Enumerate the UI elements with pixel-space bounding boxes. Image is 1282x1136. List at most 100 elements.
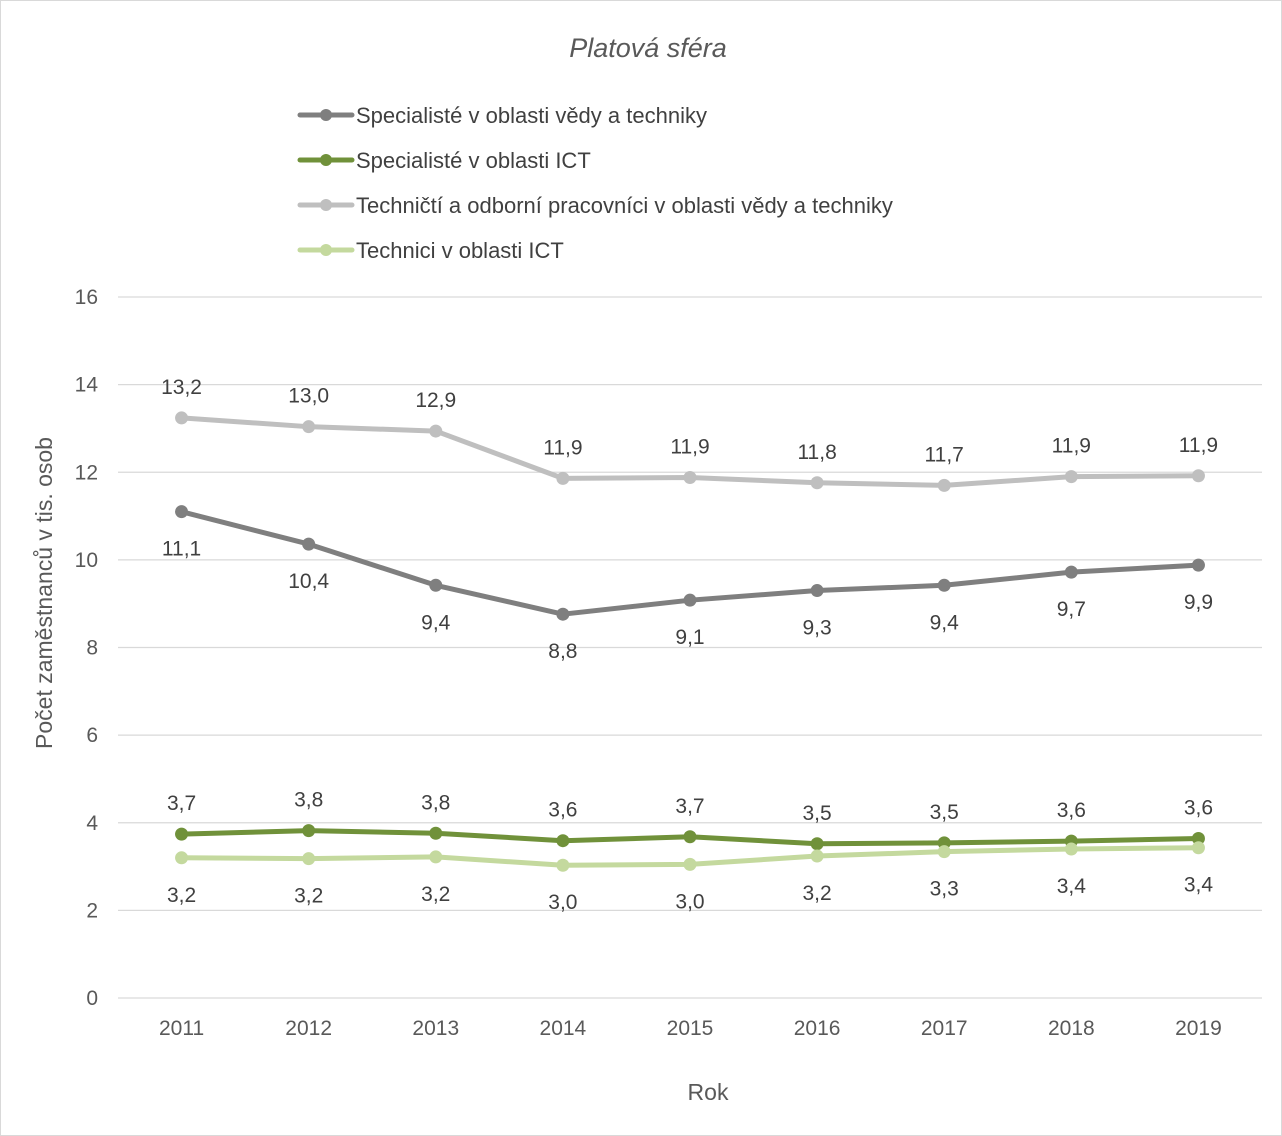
data-point: [556, 834, 570, 848]
data-point: [175, 505, 189, 519]
y-tick-label: 2: [86, 899, 98, 922]
y-tick-label: 12: [75, 461, 98, 484]
data-label: 8,8: [548, 640, 577, 663]
data-point: [175, 827, 189, 841]
x-tick-label: 2013: [412, 1017, 459, 1040]
legend-swatch-marker: [320, 244, 332, 256]
data-label: 9,4: [930, 611, 960, 634]
data-labels: 11,1 10,4 9,4 8,8 9,1 9,3 9,4 9,7 9,9 3,7 3,8 3,8 3,…: [161, 376, 1218, 914]
data-point: [429, 578, 443, 592]
data-point: [1191, 841, 1205, 855]
data-label: 3,6: [548, 799, 577, 822]
data-label: 3,4: [1057, 875, 1087, 898]
data-label: 11,7: [925, 443, 964, 466]
data-label: 3,0: [548, 891, 577, 914]
y-tick-label: 8: [86, 637, 98, 660]
data-point: [683, 471, 697, 485]
data-label: 3,6: [1184, 797, 1213, 820]
data-point: [1191, 832, 1205, 846]
series-2: [175, 824, 1205, 851]
data-point: [937, 478, 951, 492]
legend-item: Specialisté v oblasti vědy a techniky: [297, 103, 707, 128]
data-label: 3,7: [675, 795, 704, 818]
data-point: [1191, 558, 1205, 572]
legend-swatch-marker: [320, 154, 332, 166]
y-axis-ticks: 0 2 4 6 8 10 12 14 16: [75, 286, 99, 1010]
data-point: [683, 830, 697, 844]
data-point: [429, 424, 443, 438]
data-point: [683, 857, 697, 871]
data-point: [1064, 565, 1078, 579]
data-label: 12,9: [415, 389, 456, 412]
legend-label: Specialisté v oblasti ICT: [356, 148, 591, 173]
data-point: [810, 476, 824, 490]
data-point: [1064, 470, 1078, 484]
legend-item: Specialisté v oblasti ICT: [297, 148, 591, 173]
data-label: 3,5: [930, 801, 959, 824]
data-point: [810, 837, 824, 851]
data-point: [302, 537, 316, 551]
legend-label: Specialisté v oblasti vědy a techniky: [356, 103, 707, 128]
y-tick-label: 10: [75, 549, 98, 572]
data-point: [556, 607, 570, 621]
y-tick-label: 0: [86, 987, 98, 1010]
y-axis-title: Počet zaměstnanců v tis. osob: [31, 437, 57, 749]
x-tick-label: 2015: [667, 1017, 714, 1040]
data-label: 10,4: [288, 570, 329, 593]
x-tick-label: 2014: [540, 1017, 587, 1040]
x-tick-label: 2012: [285, 1017, 332, 1040]
series-3: [175, 411, 1205, 492]
data-point: [302, 420, 316, 434]
data-point: [302, 824, 316, 838]
data-label: 11,8: [797, 441, 836, 464]
x-axis-ticks: 2011 2012 2013 2014 2015 2016 2017 2018 2019: [159, 1017, 1222, 1040]
data-label: 9,4: [421, 611, 451, 634]
legend-item: Technici v oblasti ICT: [297, 238, 564, 263]
data-label: 13,0: [288, 385, 329, 408]
data-point: [937, 845, 951, 859]
data-point: [1064, 842, 1078, 856]
data-label: 11,9: [543, 436, 582, 459]
data-point: [810, 849, 824, 863]
legend-item: Techničtí a odborní pracovníci v oblasti…: [297, 193, 893, 218]
data-label: 3,2: [803, 882, 832, 905]
data-point: [556, 471, 570, 485]
data-label: 11,9: [1179, 434, 1218, 457]
data-label: 3,2: [167, 884, 196, 907]
legend-label: Techničtí a odborní pracovníci v oblasti…: [356, 193, 893, 218]
data-label: 3,2: [421, 883, 450, 906]
y-tick-label: 14: [75, 374, 99, 397]
data-point: [302, 852, 316, 866]
data-label: 9,7: [1057, 598, 1086, 621]
data-point: [683, 593, 697, 607]
data-label: 3,6: [1057, 799, 1086, 822]
data-point: [429, 850, 443, 864]
x-tick-label: 2019: [1175, 1017, 1222, 1040]
data-label: 3,7: [167, 792, 196, 815]
x-tick-label: 2018: [1048, 1017, 1095, 1040]
gridlines: [118, 296, 1262, 999]
y-tick-label: 6: [86, 724, 98, 747]
legend: Specialisté v oblasti vědy a techniky Spe…: [297, 103, 893, 263]
series-1: [175, 505, 1205, 621]
data-point: [556, 858, 570, 872]
legend-label: Technici v oblasti ICT: [356, 238, 564, 263]
data-label: 3,3: [930, 878, 959, 901]
series-group: [175, 411, 1205, 872]
x-tick-label: 2016: [794, 1017, 841, 1040]
data-point: [175, 851, 189, 865]
data-point: [429, 826, 443, 840]
data-label: 9,1: [675, 626, 704, 649]
data-label: 3,2: [294, 885, 323, 908]
data-label: 3,4: [1184, 874, 1214, 897]
y-tick-label: 4: [86, 812, 98, 835]
data-point: [937, 578, 951, 592]
data-label: 3,5: [803, 802, 832, 825]
data-label: 11,9: [670, 436, 709, 459]
data-point: [175, 411, 189, 425]
data-label: 3,8: [421, 791, 450, 814]
legend-swatch-marker: [320, 109, 332, 121]
data-label: 3,8: [294, 789, 323, 812]
data-point: [1191, 469, 1205, 483]
